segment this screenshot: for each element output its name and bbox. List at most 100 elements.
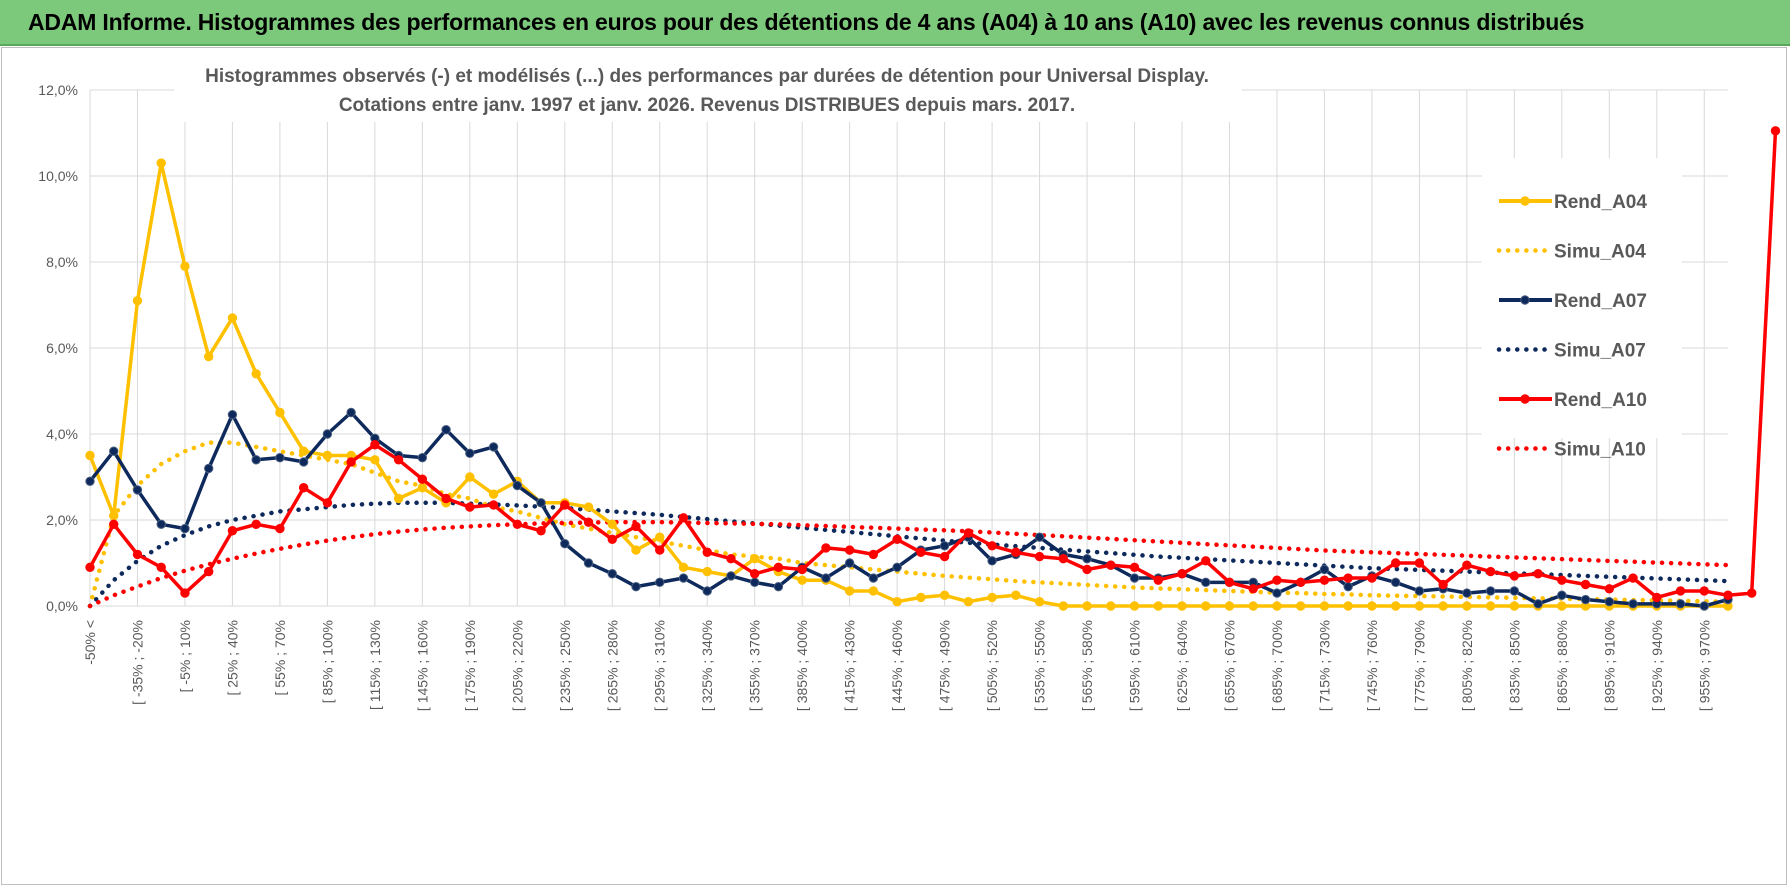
data-point-Rend_A04 <box>1153 601 1163 611</box>
series-Simu_A07 <box>87 500 1731 609</box>
data-point-Rend_A10 <box>678 513 689 523</box>
data-point-Rend_A10 <box>1652 592 1662 603</box>
y-tick-label: 2,0% <box>46 512 78 528</box>
data-point-Rend_A04 <box>892 597 902 607</box>
data-point-Rend_A04 <box>631 545 641 555</box>
data-point-Rend_A10 <box>844 545 855 555</box>
data-point-Rend_A10 <box>916 547 926 557</box>
y-tick-label: 8,0% <box>46 254 78 270</box>
data-point-Rend_A04 <box>251 369 261 379</box>
legend-item-Rend_A04: Rend_A04 <box>1499 192 1647 213</box>
series-line-Rend_A04 <box>88 161 1728 608</box>
data-point-Rend_A04 <box>1248 601 1258 611</box>
x-tick-label: [ 775% ; 790% <box>1411 620 1427 711</box>
data-point-Rend_A04 <box>987 592 997 603</box>
legend-label: Rend_A10 <box>1554 390 1647 411</box>
series-line-Simu_A04 <box>87 440 1731 609</box>
data-point-Rend_A10 <box>370 440 380 450</box>
data-point-Rend_A07 <box>1699 601 1709 611</box>
legend-marker <box>1520 394 1530 404</box>
series-Simu_A10 <box>87 519 1731 609</box>
x-tick-label: [ 595% ; 610% <box>1127 620 1143 711</box>
data-point-Rend_A10 <box>1462 560 1472 570</box>
data-point-Rend_A04 <box>322 450 333 461</box>
x-tick-label: [ 235% ; 250% <box>557 620 573 711</box>
data-point-Rend_A07 <box>132 485 143 495</box>
data-point-Rend_A10 <box>987 541 997 551</box>
data-point-Rend_A07 <box>1319 564 1330 575</box>
data-point-Rend_A07 <box>251 455 261 465</box>
data-point-Rend_A07 <box>583 558 594 568</box>
legend-marker <box>1520 196 1530 206</box>
series-Simu_A04 <box>87 440 1731 609</box>
x-tick-label: [ 805% ; 820% <box>1459 620 1475 711</box>
data-point-Rend_A10 <box>156 562 166 572</box>
data-point-Rend_A07 <box>560 538 570 549</box>
x-tick-label: [ 25% ; 40% <box>224 620 240 696</box>
data-point-Rend_A04 <box>1177 601 1187 611</box>
data-point-Rend_A10 <box>1343 573 1353 583</box>
x-tick-label: [ 715% ; 730% <box>1316 620 1332 711</box>
gridlines <box>89 89 1728 607</box>
data-point-Rend_A10 <box>1604 584 1615 594</box>
data-point-Rend_A04 <box>583 502 594 512</box>
data-point-Rend_A10 <box>1295 577 1306 588</box>
x-tick-label: [ 175% ; 190% <box>462 620 478 711</box>
data-point-Rend_A10 <box>583 517 594 527</box>
data-point-Rend_A10 <box>939 551 950 562</box>
data-point-Rend_A10 <box>892 534 902 545</box>
data-point-Rend_A10 <box>1011 547 1021 557</box>
data-point-Rend_A07 <box>488 442 499 452</box>
data-point-Rend_A07 <box>298 457 309 467</box>
x-tick-label: [ 145% ; 160% <box>414 620 430 711</box>
data-point-Rend_A07 <box>1485 586 1496 596</box>
data-point-Rend_A10 <box>1319 575 1330 585</box>
y-tick-label: 0,0% <box>46 598 78 614</box>
chart-frame: 0,0% 2,0% 4,0% 6,0% 8,0% 10,0% 12,0% -50% < [ -… <box>1 47 1787 885</box>
x-tick-label: [ 55% ; 70% <box>272 620 288 696</box>
data-point-Rend_A10 <box>1129 562 1140 572</box>
legend-item-Rend_A10: Rend_A10 <box>1499 390 1647 411</box>
data-point-Rend_A07 <box>1390 577 1401 588</box>
x-tick-label: [ 745% ; 760% <box>1364 620 1380 711</box>
x-tick-label: [ 895% ; 910% <box>1601 620 1617 711</box>
data-point-Rend_A10 <box>512 519 523 529</box>
data-point-Rend_A10 <box>298 483 309 493</box>
data-point-Rend_A07 <box>1034 532 1045 542</box>
data-point-Rend_A04 <box>275 407 285 418</box>
data-point-Rend_A10 <box>963 528 974 538</box>
data-point-Rend_A10 <box>1082 564 1092 575</box>
legend-label: Rend_A07 <box>1554 291 1647 312</box>
data-point-Rend_A04 <box>749 554 760 564</box>
y-tick-label: 4,0% <box>46 426 78 442</box>
series-Rend_A10 <box>85 126 1781 603</box>
data-point-Rend_A07 <box>275 452 285 463</box>
data-point-Rend_A04 <box>868 586 879 596</box>
x-tick-label: [ 415% ; 430% <box>842 620 858 711</box>
data-point-Rend_A07 <box>1533 599 1543 609</box>
data-point-Rend_A10 <box>1675 586 1686 596</box>
data-point-Rend_A07 <box>631 581 641 592</box>
data-point-Rend_A04 <box>1414 601 1425 611</box>
series-line-Simu_A10 <box>87 519 1731 609</box>
series-line-Simu_A07 <box>87 500 1731 609</box>
data-point-Rend_A04 <box>1462 601 1472 611</box>
chart-title-line2: Cotations entre janv. 1997 et janv. 2026… <box>339 95 1075 116</box>
data-point-Rend_A04 <box>1011 590 1021 600</box>
data-point-Rend_A07 <box>1557 590 1567 600</box>
data-point-Rend_A10 <box>251 519 261 529</box>
data-point-Rend_A04 <box>109 511 119 521</box>
data-point-Rend_A04 <box>1201 601 1211 611</box>
data-point-Rend_A07 <box>180 523 190 534</box>
x-tick-label: [ 475% ; 490% <box>937 620 953 711</box>
data-point-Rend_A07 <box>1201 577 1211 588</box>
x-tick-label: [ 655% ; 670% <box>1221 620 1237 711</box>
data-point-Rend_A04 <box>1295 601 1306 611</box>
data-point-Rend_A10 <box>1367 573 1377 583</box>
data-point-Rend_A07 <box>85 476 95 486</box>
y-tick-label: 6,0% <box>46 340 78 356</box>
data-point-Rend_A04 <box>370 455 380 465</box>
data-point-Rend_A07 <box>1272 588 1282 598</box>
data-point-Rend_A10 <box>749 569 760 579</box>
series-line-Rend_A07 <box>88 410 1729 608</box>
